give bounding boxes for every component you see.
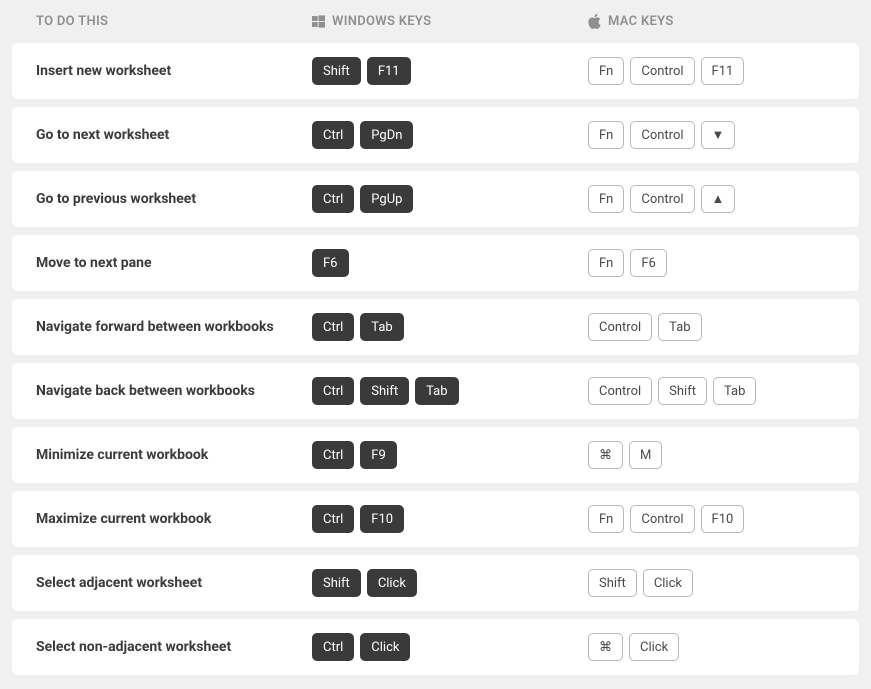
key-mac: Fn <box>588 57 624 85</box>
table-header: TO DO THIS WINDOWS KEYS MAC KEYS <box>12 14 859 43</box>
table-row: Go to previous worksheetCtrlPgUpFnContro… <box>12 171 859 227</box>
action-label: Navigate back between workbooks <box>36 382 312 401</box>
key-mac: Fn <box>588 185 624 213</box>
header-mac-label: MAC KEYS <box>608 14 674 29</box>
key-mac: Control <box>588 313 652 341</box>
header-action-label: TO DO THIS <box>36 14 108 29</box>
windows-keys: ShiftClick <box>312 569 588 597</box>
windows-keys: CtrlF10 <box>312 505 588 533</box>
mac-keys: FnControlF11 <box>588 57 835 85</box>
key-windows: Ctrl <box>312 441 354 469</box>
windows-keys: CtrlPgDn <box>312 121 588 149</box>
key-mac: Shift <box>588 569 637 597</box>
table-row: Insert new worksheetShiftF11FnControlF11 <box>12 43 859 99</box>
table-row: Go to next worksheetCtrlPgDnFnControl▼ <box>12 107 859 163</box>
shortcuts-table: TO DO THIS WINDOWS KEYS MAC KEYS Inser <box>0 0 871 689</box>
table-row: Navigate back between workbooksCtrlShift… <box>12 363 859 419</box>
header-windows: WINDOWS KEYS <box>312 14 588 29</box>
key-windows: Tab <box>415 377 458 405</box>
windows-icon <box>312 15 325 28</box>
windows-keys: CtrlF9 <box>312 441 588 469</box>
apple-icon <box>588 14 601 29</box>
key-mac: F11 <box>701 57 745 85</box>
action-label: Insert new worksheet <box>36 62 312 81</box>
action-label: Go to next worksheet <box>36 126 312 145</box>
windows-keys: CtrlTab <box>312 313 588 341</box>
key-windows: Shift <box>360 377 409 405</box>
key-windows: PgDn <box>360 121 413 149</box>
key-windows: Ctrl <box>312 121 354 149</box>
key-mac: Tab <box>713 377 756 405</box>
windows-keys: F6 <box>312 249 588 277</box>
key-mac: Tab <box>658 313 701 341</box>
key-mac: Fn <box>588 249 624 277</box>
table-body: Insert new worksheetShiftF11FnControlF11… <box>12 43 859 675</box>
mac-keys: ⌘M <box>588 441 835 469</box>
key-windows: Ctrl <box>312 313 354 341</box>
key-mac: ⌘ <box>588 441 623 469</box>
key-windows: Ctrl <box>312 377 354 405</box>
key-mac: ▼ <box>701 121 736 149</box>
key-mac: ⌘ <box>588 633 623 661</box>
action-label: Navigate forward between workbooks <box>36 318 312 337</box>
windows-keys: CtrlClick <box>312 633 588 661</box>
key-windows: Shift <box>312 569 361 597</box>
action-label: Maximize current workbook <box>36 510 312 529</box>
mac-keys: ControlTab <box>588 313 835 341</box>
key-windows: F9 <box>360 441 397 469</box>
key-windows: Ctrl <box>312 505 354 533</box>
action-label: Select non-adjacent worksheet <box>36 638 312 657</box>
table-row: Select non-adjacent worksheetCtrlClick⌘C… <box>12 619 859 675</box>
mac-keys: ⌘Click <box>588 633 835 661</box>
key-windows: Tab <box>360 313 403 341</box>
key-windows: Shift <box>312 57 361 85</box>
windows-keys: CtrlPgUp <box>312 185 588 213</box>
action-label: Move to next pane <box>36 254 312 273</box>
key-windows: F6 <box>312 249 349 277</box>
key-mac: Click <box>629 633 679 661</box>
key-windows: Click <box>367 569 417 597</box>
windows-keys: CtrlShiftTab <box>312 377 588 405</box>
key-mac: Control <box>588 377 652 405</box>
key-mac: Control <box>630 505 694 533</box>
mac-keys: FnControl▼ <box>588 121 835 149</box>
key-mac: Control <box>630 185 694 213</box>
key-mac: ▲ <box>701 185 736 213</box>
key-mac: Fn <box>588 121 624 149</box>
key-mac: Fn <box>588 505 624 533</box>
action-label: Go to previous worksheet <box>36 190 312 209</box>
mac-keys: ControlShiftTab <box>588 377 835 405</box>
key-windows: F10 <box>360 505 404 533</box>
table-row: Maximize current workbookCtrlF10FnContro… <box>12 491 859 547</box>
windows-keys: ShiftF11 <box>312 57 588 85</box>
key-windows: PgUp <box>360 185 413 213</box>
table-row: Select adjacent worksheetShiftClickShift… <box>12 555 859 611</box>
key-mac: Control <box>630 121 694 149</box>
key-mac: F6 <box>630 249 667 277</box>
mac-keys: FnF6 <box>588 249 835 277</box>
key-mac: Shift <box>658 377 707 405</box>
key-mac: F10 <box>701 505 745 533</box>
key-windows: Ctrl <box>312 185 354 213</box>
mac-keys: FnControlF10 <box>588 505 835 533</box>
header-windows-label: WINDOWS KEYS <box>332 14 431 29</box>
header-mac: MAC KEYS <box>588 14 835 29</box>
key-mac: Control <box>630 57 694 85</box>
table-row: Navigate forward between workbooksCtrlTa… <box>12 299 859 355</box>
action-label: Select adjacent worksheet <box>36 574 312 593</box>
key-mac: M <box>629 441 662 469</box>
key-mac: Click <box>643 569 693 597</box>
mac-keys: FnControl▲ <box>588 185 835 213</box>
key-windows: F11 <box>367 57 411 85</box>
key-windows: Ctrl <box>312 633 354 661</box>
table-row: Move to next paneF6FnF6 <box>12 235 859 291</box>
mac-keys: ShiftClick <box>588 569 835 597</box>
header-action: TO DO THIS <box>36 14 312 29</box>
action-label: Minimize current workbook <box>36 446 312 465</box>
key-windows: Click <box>360 633 410 661</box>
table-row: Minimize current workbookCtrlF9⌘M <box>12 427 859 483</box>
